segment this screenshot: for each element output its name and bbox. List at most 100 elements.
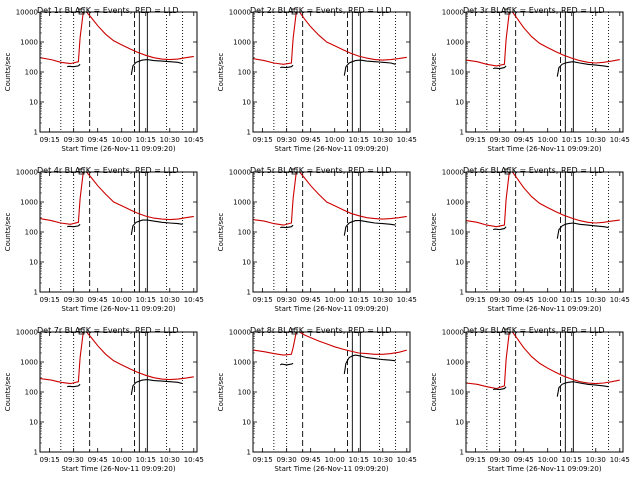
y-tick-label: 1000	[446, 39, 464, 47]
panel-5: 1 10 100 1000 10000 09:15 09:30 09:45 10:00 10:15…	[217, 166, 417, 313]
y-tick-label: 100	[25, 69, 38, 77]
plot-frame	[465, 331, 624, 453]
panel-2: 1 10 100 1000 10000 09:15 09:30 09:45 10:00 10:15…	[217, 6, 417, 153]
y-tick-label: 1000	[233, 359, 251, 367]
y-tick-label: 100	[25, 389, 38, 397]
y-tick-label: 1	[460, 129, 464, 137]
panel-title: Det 9r BLACK = Events, RED = LLD	[463, 326, 605, 335]
lld-series-line	[253, 12, 407, 65]
x-axis-label: Start Time (26-Nov-11 09:09:20)	[274, 145, 388, 153]
x-axis-label: Start Time (26-Nov-11 09:09:20)	[61, 305, 175, 313]
x-tick-label: 10:00	[538, 136, 558, 144]
plot-frame	[252, 11, 411, 133]
lld-series-line	[466, 332, 620, 390]
x-tick-label: 10:30	[160, 456, 180, 464]
panel-6: 1 10 100 1000 10000 09:15 09:30 09:45 10:00 10:15…	[430, 166, 630, 313]
events-series-line	[493, 386, 507, 391]
x-tick-label: 10:00	[325, 296, 345, 304]
x-tick-label: 09:45	[88, 296, 108, 304]
panel-title: Det 5r BLACK = Events, RED = LLD	[250, 166, 392, 175]
x-tick-label: 09:45	[514, 136, 534, 144]
events-series-line	[67, 383, 81, 388]
x-tick-label: 10:45	[397, 296, 417, 304]
x-axis-label: Start Time (26-Nov-11 09:09:20)	[487, 465, 601, 473]
y-tick-label: 1000	[233, 39, 251, 47]
events-series-line	[67, 63, 81, 68]
x-tick-label: 10:00	[325, 456, 345, 464]
x-axis-label: Start Time (26-Nov-11 09:09:20)	[274, 465, 388, 473]
y-tick-label: 100	[451, 229, 464, 237]
x-tick-label: 10:30	[373, 456, 393, 464]
lld-series-line	[40, 332, 194, 385]
plot-frame	[252, 171, 411, 293]
y-tick-label: 1	[34, 129, 38, 137]
y-tick-label: 1	[460, 449, 464, 457]
events-series-line	[280, 64, 294, 69]
y-tick-label: 1	[460, 289, 464, 297]
x-tick-label: 10:30	[586, 296, 606, 304]
x-tick-label: 10:15	[136, 136, 156, 144]
x-tick-label: 09:15	[253, 136, 273, 144]
y-tick-label: 10000	[229, 169, 251, 177]
y-tick-label: 10	[242, 419, 251, 427]
y-axis-label: Counts/sec	[430, 53, 438, 92]
x-tick-label: 10:00	[112, 296, 132, 304]
x-tick-label: 10:00	[538, 456, 558, 464]
x-axis-label: Start Time (26-Nov-11 09:09:20)	[487, 305, 601, 313]
x-axis-label: Start Time (26-Nov-11 09:09:20)	[487, 145, 601, 153]
x-tick-label: 10:45	[610, 136, 630, 144]
x-tick-label: 10:15	[562, 136, 582, 144]
events-series-line	[130, 59, 183, 75]
x-tick-label: 10:45	[397, 136, 417, 144]
y-tick-label: 100	[25, 229, 38, 237]
y-tick-label: 100	[451, 69, 464, 77]
lld-series-line	[253, 172, 407, 226]
x-tick-label: 09:15	[253, 456, 273, 464]
panel-title: Det 2r BLACK = Events, RED = LLD	[250, 6, 392, 15]
x-tick-label: 09:30	[64, 456, 84, 464]
x-tick-label: 10:00	[112, 456, 132, 464]
x-tick-label: 10:00	[538, 296, 558, 304]
x-tick-label: 09:30	[64, 136, 84, 144]
y-tick-label: 10000	[442, 329, 464, 337]
x-tick-label: 09:30	[277, 456, 297, 464]
plot-frame	[39, 11, 198, 133]
plot-frame	[39, 171, 198, 293]
panel-title: Det 8r BLACK = Events, RED = LLD	[250, 326, 392, 335]
y-tick-label: 10	[455, 259, 464, 267]
x-tick-label: 10:15	[349, 136, 369, 144]
y-tick-label: 1	[247, 449, 251, 457]
events-series-line	[556, 222, 609, 239]
lld-series-line	[253, 332, 407, 356]
plot-frame	[39, 331, 198, 453]
x-tick-label: 10:45	[184, 296, 204, 304]
events-series-line	[280, 224, 294, 229]
y-axis-label: Counts/sec	[4, 213, 12, 252]
y-tick-label: 1	[34, 449, 38, 457]
x-tick-label: 10:15	[562, 296, 582, 304]
y-tick-label: 1	[247, 129, 251, 137]
x-tick-label: 10:30	[586, 136, 606, 144]
y-tick-label: 1000	[20, 39, 38, 47]
panel-1: 1 10 100 1000 10000 09:15 09:30 09:45 10:00 10:15…	[4, 6, 204, 153]
lld-series-line	[40, 172, 194, 225]
events-series-line	[493, 65, 507, 70]
panel-9: 1 10 100 1000 10000 09:15 09:30 09:45 10:00 10:15…	[430, 326, 630, 473]
panel-8: 1 10 100 1000 10000 09:15 09:30 09:45 10:00 10:15…	[217, 326, 417, 473]
x-tick-label: 10:30	[373, 296, 393, 304]
x-tick-label: 10:45	[610, 296, 630, 304]
y-tick-label: 10	[29, 99, 38, 107]
lld-series-line	[40, 12, 194, 65]
y-tick-label: 10	[242, 259, 251, 267]
y-tick-label: 1000	[20, 199, 38, 207]
y-axis-label: Counts/sec	[217, 53, 225, 92]
panel-title: Det 6r BLACK = Events, RED = LLD	[463, 166, 605, 175]
y-tick-label: 10	[29, 419, 38, 427]
y-axis-label: Counts/sec	[430, 373, 438, 412]
events-series-line	[343, 220, 396, 236]
x-axis-label: Start Time (26-Nov-11 09:09:20)	[274, 305, 388, 313]
y-tick-label: 10000	[442, 9, 464, 17]
events-series-line	[343, 59, 396, 76]
x-tick-label: 09:45	[88, 136, 108, 144]
